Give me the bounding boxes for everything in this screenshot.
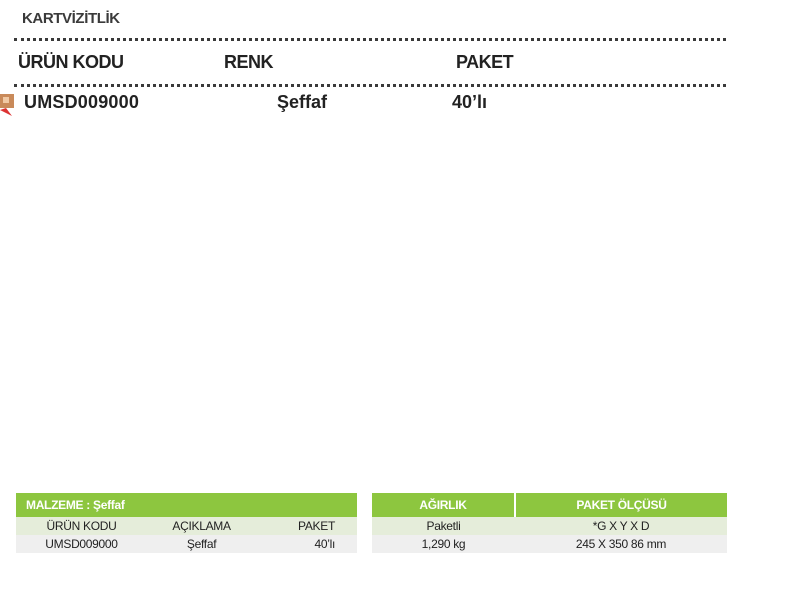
material-table: MALZEME : Şeffaf ÜRÜN KODU AÇIKLAMA PAKE… (16, 493, 357, 553)
cell-product-code: UMSD009000 (16, 535, 147, 553)
product-code: UMSD009000 (24, 92, 140, 112)
cell-package-size: 245 X 350 86 mm (515, 535, 727, 553)
cell-weight: 1,290 kg (372, 535, 515, 553)
header-package: PAKET (456, 52, 514, 72)
shipping-table: AĞIRLIK PAKET ÖLÇÜSÜ Paketli *G X Y X D … (372, 493, 727, 553)
cell-dimension-format: *G X Y X D (515, 517, 727, 535)
dotted-divider (14, 38, 726, 41)
header-color: RENK (224, 52, 274, 72)
col-weight: AĞIRLIK (372, 493, 515, 517)
category-title: KARTVİZİTLİK (22, 10, 120, 27)
product-color: Şeffaf (277, 92, 328, 112)
cell-packed: Paketli (372, 517, 515, 535)
material-title: MALZEME : Şeffaf (16, 493, 357, 517)
cell-description: Şeffaf (147, 535, 257, 553)
col-description: AÇIKLAMA (147, 517, 257, 535)
col-package: PAKET (256, 517, 357, 535)
product-package: 40’lı (452, 92, 488, 112)
cell-package: 40’lı (256, 535, 357, 553)
col-product-code: ÜRÜN KODU (16, 517, 147, 535)
header-product-code: ÜRÜN KODU (18, 52, 124, 72)
col-package-size: PAKET ÖLÇÜSÜ (514, 493, 727, 517)
dotted-divider (14, 84, 726, 87)
box-icon (0, 94, 14, 116)
